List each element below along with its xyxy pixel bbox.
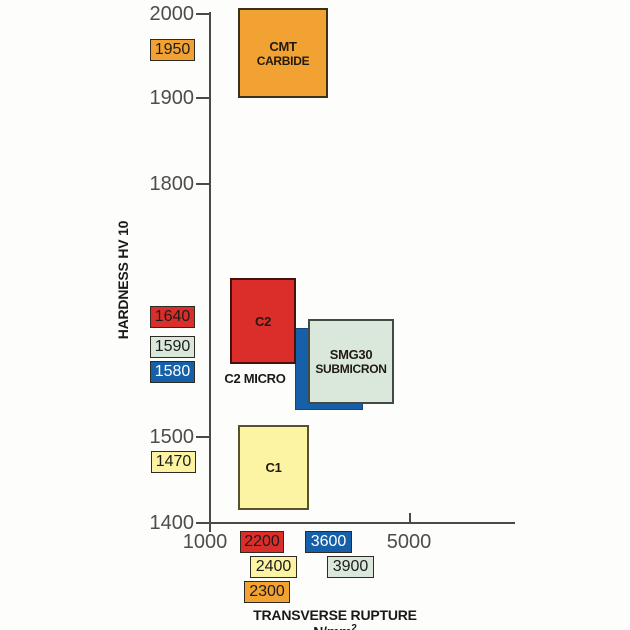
x-axis-title-text: TRANSVERSE RUPTURE N/mm (253, 607, 417, 630)
region-label: C2 (254, 313, 272, 329)
region-label: CARBIDE (256, 53, 310, 68)
y-tick-label: 1500 (149, 426, 195, 448)
x-axis-title: TRANSVERSE RUPTURE N/mm2 (230, 607, 440, 630)
hardness-badge-1590: 1590 (150, 336, 195, 358)
x-tick-label: 1000 (182, 531, 228, 553)
region-label: SMG30 (329, 347, 373, 362)
hardness-badge-1640: 1640 (150, 306, 195, 328)
region-label: SUBMICRON (315, 362, 387, 376)
y-tick-2000 (196, 13, 209, 15)
x-axis-line (209, 522, 515, 524)
x-tick-1000 (209, 522, 211, 532)
region-smg30-submicron: SMG30 SUBMICRON (308, 319, 394, 404)
c2-micro-label: C2 MICRO (224, 371, 286, 386)
region-label: C1 (265, 460, 282, 475)
y-tick-1800 (196, 183, 209, 185)
region-c2: C2 (230, 278, 296, 364)
hardness-badge-1950: 1950 (150, 39, 195, 61)
x-tick-5000 (409, 513, 411, 523)
y-tick-1500 (196, 436, 209, 438)
rupture-badge-3900: 3900 (327, 556, 374, 578)
y-axis-title: HARDNESS HV 10 (115, 220, 131, 340)
x-tick-label: 5000 (386, 531, 432, 553)
region-cmt-carbide: CMT CARBIDE (238, 8, 328, 98)
region-c1: C1 (238, 425, 309, 510)
y-tick-1900 (196, 97, 209, 99)
rupture-badge-3600: 3600 (305, 531, 352, 553)
y-axis-line (209, 12, 211, 523)
rupture-badge-2400: 2400 (250, 556, 297, 578)
x-axis-title-superscript: 2 (351, 623, 357, 630)
rupture-badge-2200: 2200 (240, 531, 284, 553)
y-tick-label: 1400 (149, 512, 195, 534)
y-tick-1400 (196, 522, 209, 524)
rupture-badge-2300: 2300 (244, 581, 290, 603)
hardness-badge-1580: 1580 (150, 361, 195, 383)
hardness-badge-1470: 1470 (151, 451, 196, 473)
y-tick-label: 1800 (149, 173, 195, 195)
y-tick-label: 1900 (149, 87, 195, 109)
y-tick-label: 2000 (149, 3, 195, 25)
region-label: CMT (269, 38, 297, 54)
